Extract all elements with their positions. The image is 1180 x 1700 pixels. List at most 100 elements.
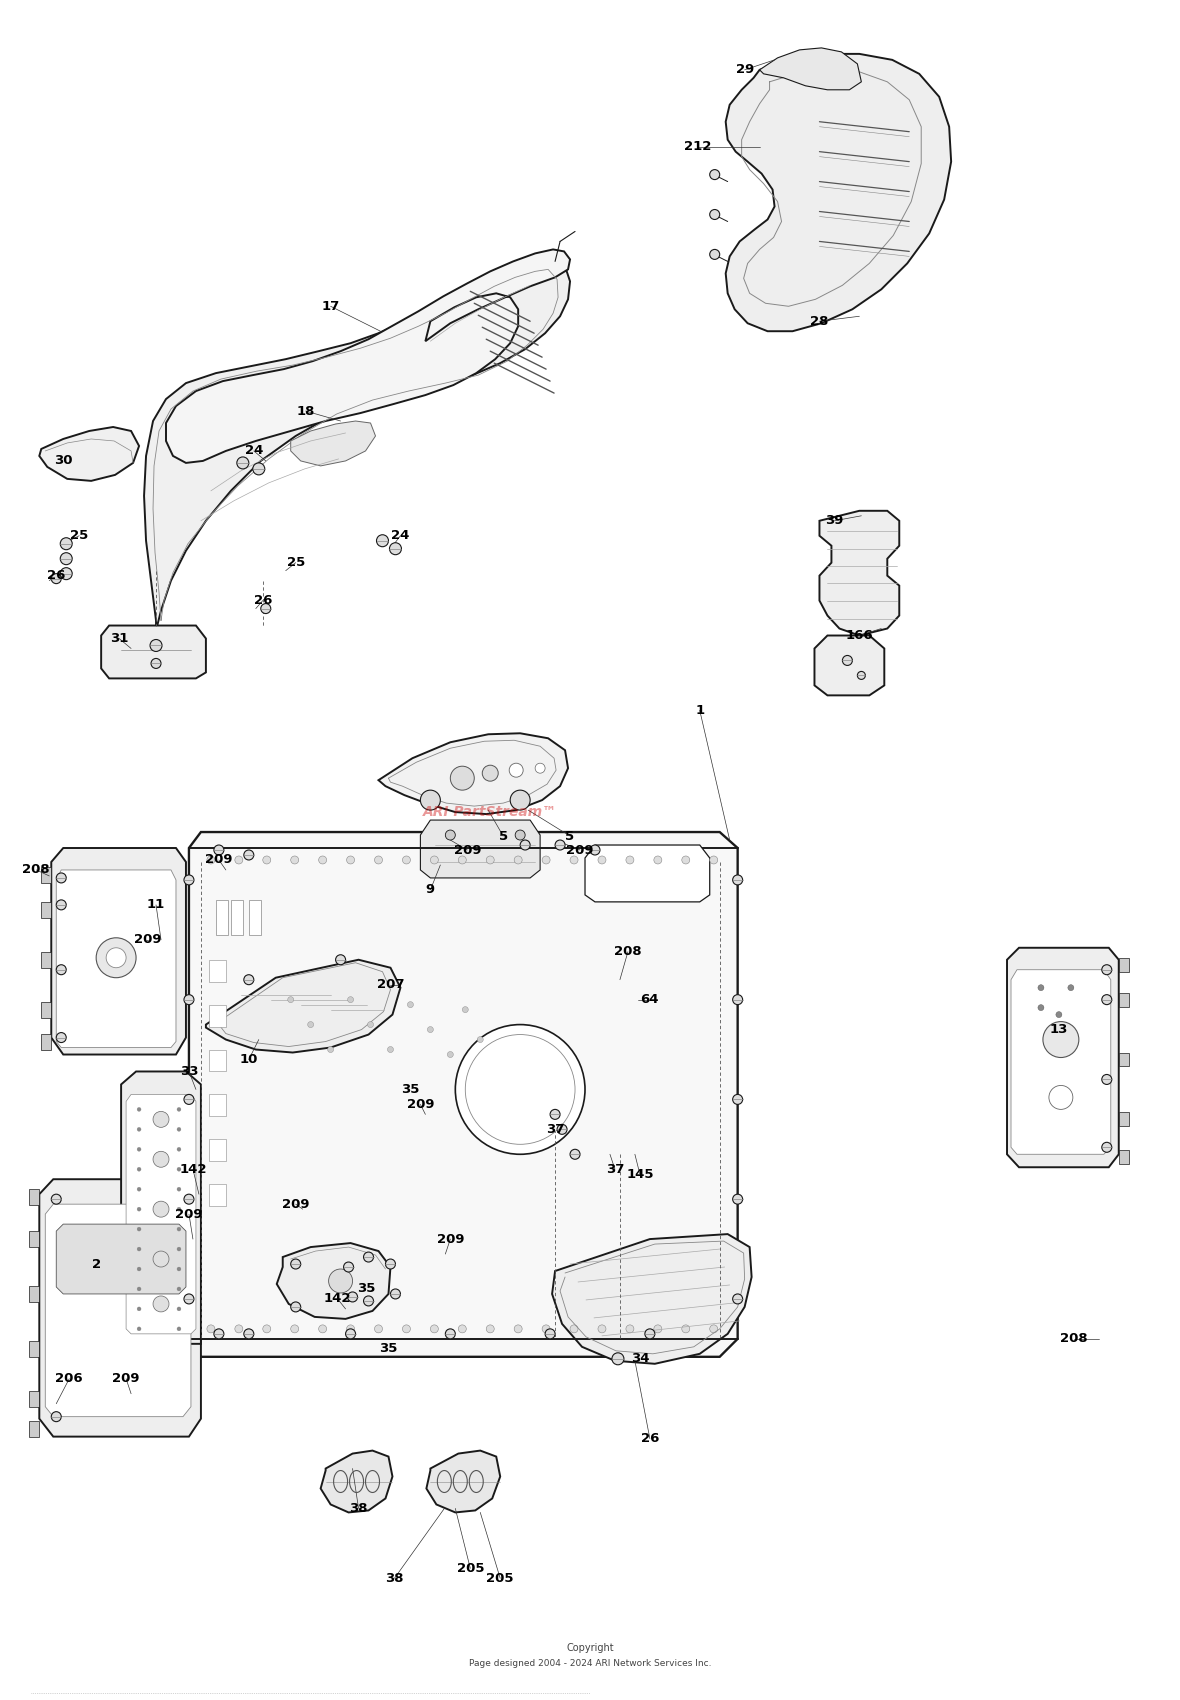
Polygon shape [819, 510, 899, 636]
Polygon shape [30, 1341, 39, 1357]
Circle shape [1049, 1085, 1073, 1110]
Circle shape [51, 573, 61, 583]
Circle shape [57, 899, 66, 910]
Text: 209: 209 [437, 1232, 464, 1246]
Polygon shape [209, 960, 225, 981]
Circle shape [520, 840, 530, 850]
Circle shape [263, 857, 270, 864]
Circle shape [570, 857, 578, 864]
Polygon shape [189, 831, 738, 1357]
Polygon shape [51, 848, 186, 1054]
Circle shape [57, 872, 66, 882]
Circle shape [328, 1268, 353, 1294]
Text: 209: 209 [112, 1372, 140, 1386]
Circle shape [427, 1027, 433, 1032]
Circle shape [483, 765, 498, 782]
Text: 5: 5 [499, 830, 507, 843]
Circle shape [244, 974, 254, 984]
Circle shape [363, 1253, 374, 1261]
Polygon shape [814, 636, 884, 695]
Text: 209: 209 [282, 1198, 309, 1210]
Polygon shape [209, 1005, 225, 1027]
Polygon shape [30, 1231, 39, 1248]
Text: 11: 11 [146, 898, 165, 911]
Circle shape [288, 996, 294, 1003]
Text: 26: 26 [47, 570, 65, 581]
Circle shape [458, 1324, 466, 1333]
Circle shape [57, 964, 66, 974]
Circle shape [177, 1328, 181, 1331]
Circle shape [625, 857, 634, 864]
Circle shape [184, 876, 194, 886]
Circle shape [177, 1287, 181, 1290]
Circle shape [612, 1353, 624, 1365]
Polygon shape [209, 1139, 225, 1161]
Circle shape [137, 1187, 142, 1192]
Polygon shape [290, 422, 375, 466]
Circle shape [458, 857, 466, 864]
Circle shape [386, 1260, 395, 1268]
Circle shape [60, 537, 72, 549]
Circle shape [682, 857, 690, 864]
Polygon shape [1011, 969, 1110, 1154]
Text: 26: 26 [254, 593, 271, 607]
Circle shape [177, 1168, 181, 1171]
Circle shape [328, 1047, 334, 1052]
Text: 17: 17 [321, 299, 340, 313]
Circle shape [214, 1329, 224, 1340]
Circle shape [733, 1193, 742, 1204]
Text: 212: 212 [684, 139, 712, 153]
Text: Page designed 2004 - 2024 ARI Network Services Inc.: Page designed 2004 - 2024 ARI Network Se… [468, 1659, 712, 1668]
Circle shape [514, 1324, 523, 1333]
Circle shape [96, 938, 136, 977]
Circle shape [319, 1324, 327, 1333]
Circle shape [733, 994, 742, 1005]
Circle shape [420, 790, 440, 811]
Circle shape [407, 1001, 413, 1008]
Circle shape [51, 1411, 61, 1421]
Circle shape [402, 857, 411, 864]
Polygon shape [209, 1185, 225, 1207]
Text: 166: 166 [846, 629, 873, 643]
Polygon shape [39, 1180, 201, 1436]
Circle shape [177, 1307, 181, 1311]
Text: 205: 205 [486, 1572, 514, 1584]
Circle shape [1102, 964, 1112, 974]
Text: 38: 38 [349, 1501, 368, 1515]
Text: 208: 208 [22, 864, 50, 877]
Circle shape [60, 552, 72, 564]
Circle shape [709, 250, 720, 260]
Circle shape [151, 658, 160, 668]
Circle shape [346, 1329, 355, 1340]
Circle shape [445, 830, 455, 840]
Circle shape [137, 1148, 142, 1151]
Circle shape [402, 1324, 411, 1333]
Polygon shape [30, 1285, 39, 1302]
Circle shape [542, 857, 550, 864]
Circle shape [60, 568, 72, 580]
Text: 10: 10 [240, 1052, 258, 1066]
Circle shape [184, 994, 194, 1005]
Circle shape [57, 1032, 66, 1042]
Circle shape [137, 1107, 142, 1112]
Text: 9: 9 [426, 884, 435, 896]
Text: 37: 37 [605, 1163, 624, 1176]
Circle shape [235, 857, 243, 864]
Circle shape [184, 1095, 194, 1105]
Text: 142: 142 [179, 1163, 206, 1176]
Text: 24: 24 [392, 529, 409, 542]
Text: 209: 209 [453, 843, 481, 857]
Circle shape [51, 1193, 61, 1204]
Circle shape [510, 763, 523, 777]
Circle shape [555, 840, 565, 850]
Polygon shape [726, 54, 951, 332]
Text: 35: 35 [379, 1343, 398, 1355]
Circle shape [516, 830, 525, 840]
Circle shape [1102, 1142, 1112, 1153]
Text: Copyright: Copyright [566, 1644, 614, 1652]
Circle shape [514, 857, 523, 864]
Circle shape [1102, 1074, 1112, 1085]
Circle shape [237, 457, 249, 469]
Text: 38: 38 [385, 1572, 404, 1584]
Text: 209: 209 [135, 933, 162, 947]
